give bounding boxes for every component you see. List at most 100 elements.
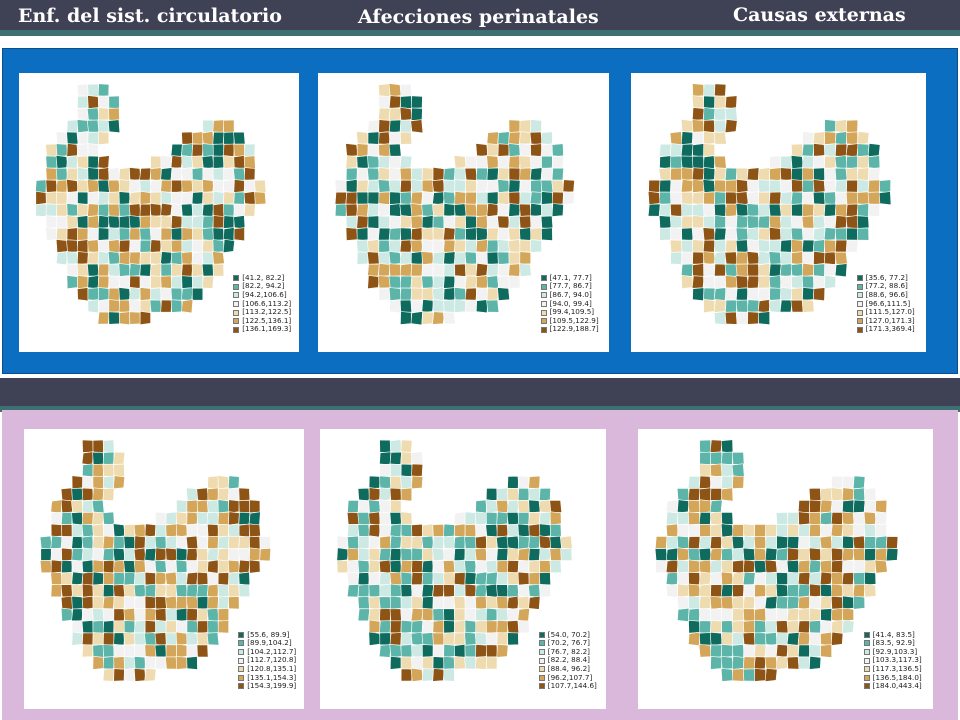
municipality-region: [720, 523, 734, 538]
municipality-region: [842, 535, 855, 550]
legend-entry: [112.7,120.8]: [238, 656, 296, 665]
municipality-region: [453, 572, 466, 586]
municipality-region: [507, 607, 519, 622]
municipality-region: [670, 167, 683, 181]
municipality-region: [813, 250, 826, 266]
municipality-region: [357, 511, 371, 525]
municipality-region: [823, 251, 837, 265]
municipality-region: [746, 215, 760, 229]
municipality-region: [102, 668, 115, 682]
municipality-region: [87, 191, 99, 206]
municipality-region: [539, 487, 551, 501]
municipality-region: [453, 511, 466, 526]
municipality-region: [170, 263, 183, 277]
municipality-region: [801, 227, 815, 241]
municipality-region: [736, 251, 749, 265]
municipality-region: [853, 523, 866, 538]
municipality-region: [202, 119, 214, 133]
municipality-region: [692, 287, 705, 302]
municipality-region: [842, 560, 855, 574]
municipality-region: [150, 275, 162, 289]
choropleth-map-bottom-2: [41.4, 83.5] [83.5, 92.9] [92.9,103.3] [103…: [638, 429, 933, 709]
municipality-region: [699, 487, 712, 502]
municipality-region: [165, 632, 177, 646]
legend-entry: [41.2, 82.2]: [233, 273, 291, 283]
municipality-region: [165, 535, 177, 550]
municipality-region: [50, 572, 63, 586]
municipality-region: [790, 239, 804, 253]
municipality-region: [181, 191, 193, 206]
municipality-region: [819, 523, 833, 538]
municipality-region: [399, 106, 413, 122]
municipality-region: [758, 311, 771, 326]
municipality-region: [852, 511, 866, 526]
municipality-region: [368, 559, 381, 574]
municipality-region: [102, 523, 115, 538]
legend-entry: [109.5,122.9]: [540, 316, 599, 326]
legend-entry: [113.2,122.5]: [233, 308, 291, 317]
municipality-region: [824, 167, 837, 182]
municipality-region: [846, 155, 858, 169]
municipality-region: [399, 227, 413, 241]
legend-swatch: [233, 318, 240, 325]
municipality-region: [133, 668, 146, 682]
municipality-region: [834, 155, 848, 170]
municipality-region: [248, 523, 261, 538]
municipality-region: [518, 143, 532, 157]
legend-label: [111.5,127.0]: [865, 307, 915, 317]
municipality-region: [102, 620, 115, 634]
municipality-region: [367, 239, 380, 254]
municipality-region: [775, 511, 789, 526]
municipality-region: [852, 499, 866, 514]
municipality-region: [399, 239, 413, 253]
municipality-region: [863, 583, 877, 598]
municipality-region: [702, 227, 716, 241]
municipality-region: [223, 191, 235, 205]
municipality-region: [864, 571, 877, 586]
municipality-region: [746, 275, 760, 289]
municipality-region: [863, 559, 877, 574]
municipality-region: [217, 572, 230, 586]
municipality-region: [77, 95, 89, 109]
municipality-region: [60, 584, 74, 598]
municipality-region: [830, 487, 844, 502]
municipality-region: [496, 607, 509, 622]
municipality-region: [400, 475, 413, 490]
municipality-region: [410, 239, 424, 253]
municipality-region: [118, 263, 131, 277]
municipality-region: [400, 524, 413, 537]
municipality-region: [551, 191, 564, 205]
municipality-region: [528, 499, 541, 514]
municipality-region: [736, 178, 749, 194]
municipality-region: [421, 535, 435, 550]
municipality-region: [508, 119, 521, 133]
choropleth-map-top-1: [47.1, 77.7] [77.7, 86.7] [86.7, 94.0] [94.…: [318, 73, 609, 352]
municipality-region: [692, 131, 705, 145]
municipality-region: [475, 644, 487, 658]
municipality-region: [71, 487, 84, 501]
municipality-region: [207, 475, 219, 490]
municipality-region: [746, 299, 760, 313]
municipality-region: [802, 251, 815, 265]
municipality-region: [196, 620, 209, 634]
municipality-region: [139, 167, 152, 181]
municipality-region: [367, 143, 380, 157]
municipality-region: [687, 475, 701, 489]
municipality-region: [713, 251, 727, 266]
municipality-region: [677, 559, 690, 574]
municipality-region: [874, 511, 888, 526]
municipality-region: [207, 523, 219, 538]
municipality-region: [453, 155, 467, 170]
municipality-region: [769, 287, 782, 301]
municipality-region: [757, 239, 771, 253]
municipality-region: [703, 191, 716, 205]
municipality-region: [399, 191, 413, 205]
legend-label: [96.2,107.7]: [547, 672, 593, 682]
municipality-region: [366, 167, 380, 181]
municipality-region: [809, 583, 822, 598]
municipality-region: [170, 275, 183, 289]
municipality-region: [539, 560, 551, 574]
municipality-region: [379, 439, 391, 453]
municipality-region: [742, 620, 756, 634]
municipality-region: [71, 548, 84, 562]
